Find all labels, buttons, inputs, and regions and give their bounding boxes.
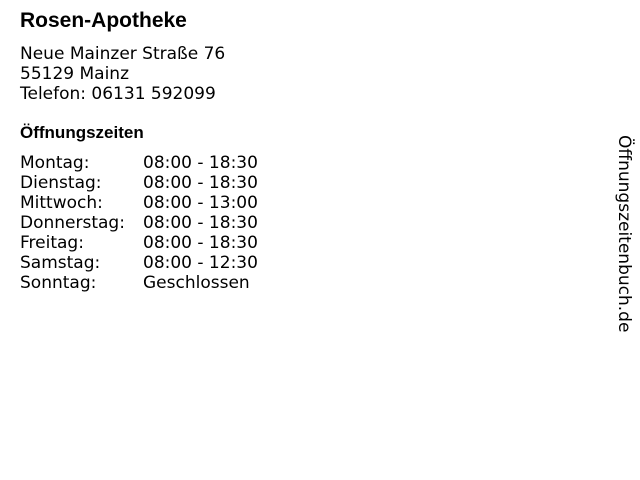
time-value: 08:00 - 18:30 — [143, 233, 258, 253]
hours-row: Donnerstag: 08:00 - 18:30 — [20, 213, 258, 233]
time-value: Geschlossen — [143, 273, 250, 293]
day-label: Montag: — [20, 153, 90, 173]
time-value: 08:00 - 18:30 — [143, 173, 258, 193]
hours-row: Samstag: 08:00 - 12:30 — [20, 253, 258, 273]
time-value: 08:00 - 12:30 — [143, 253, 258, 273]
address-city: 55129 Mainz — [20, 64, 129, 84]
day-label: Dienstag: — [20, 173, 102, 193]
day-label: Sonntag: — [20, 273, 97, 293]
hours-row: Freitag: 08:00 - 18:30 — [20, 233, 258, 253]
address-street: Neue Mainzer Straße 76 — [20, 44, 226, 64]
hours-heading: Öffnungszeiten — [20, 123, 144, 142]
day-label: Donnerstag: — [20, 213, 125, 233]
hours-row: Mittwoch: 08:00 - 13:00 — [20, 193, 258, 213]
time-value: 08:00 - 18:30 — [143, 213, 258, 233]
day-label: Mittwoch: — [20, 193, 103, 213]
day-label: Freitag: — [20, 233, 84, 253]
hours-row: Sonntag: Geschlossen — [20, 273, 258, 293]
opening-hours-table: Montag: 08:00 - 18:30 Dienstag: 08:00 - 18… — [20, 153, 258, 293]
page-title: Rosen-Apotheke — [20, 9, 187, 32]
hours-row: Montag: 08:00 - 18:30 — [20, 153, 258, 173]
day-label: Samstag: — [20, 253, 101, 273]
time-value: 08:00 - 18:30 — [143, 153, 258, 173]
time-value: 08:00 - 13:00 — [143, 193, 258, 213]
watermark-site-name: Öffnungszeitenbuch.de — [614, 135, 634, 333]
hours-row: Dienstag: 08:00 - 18:30 — [20, 173, 258, 193]
phone-number: Telefon: 06131 592099 — [20, 84, 216, 104]
